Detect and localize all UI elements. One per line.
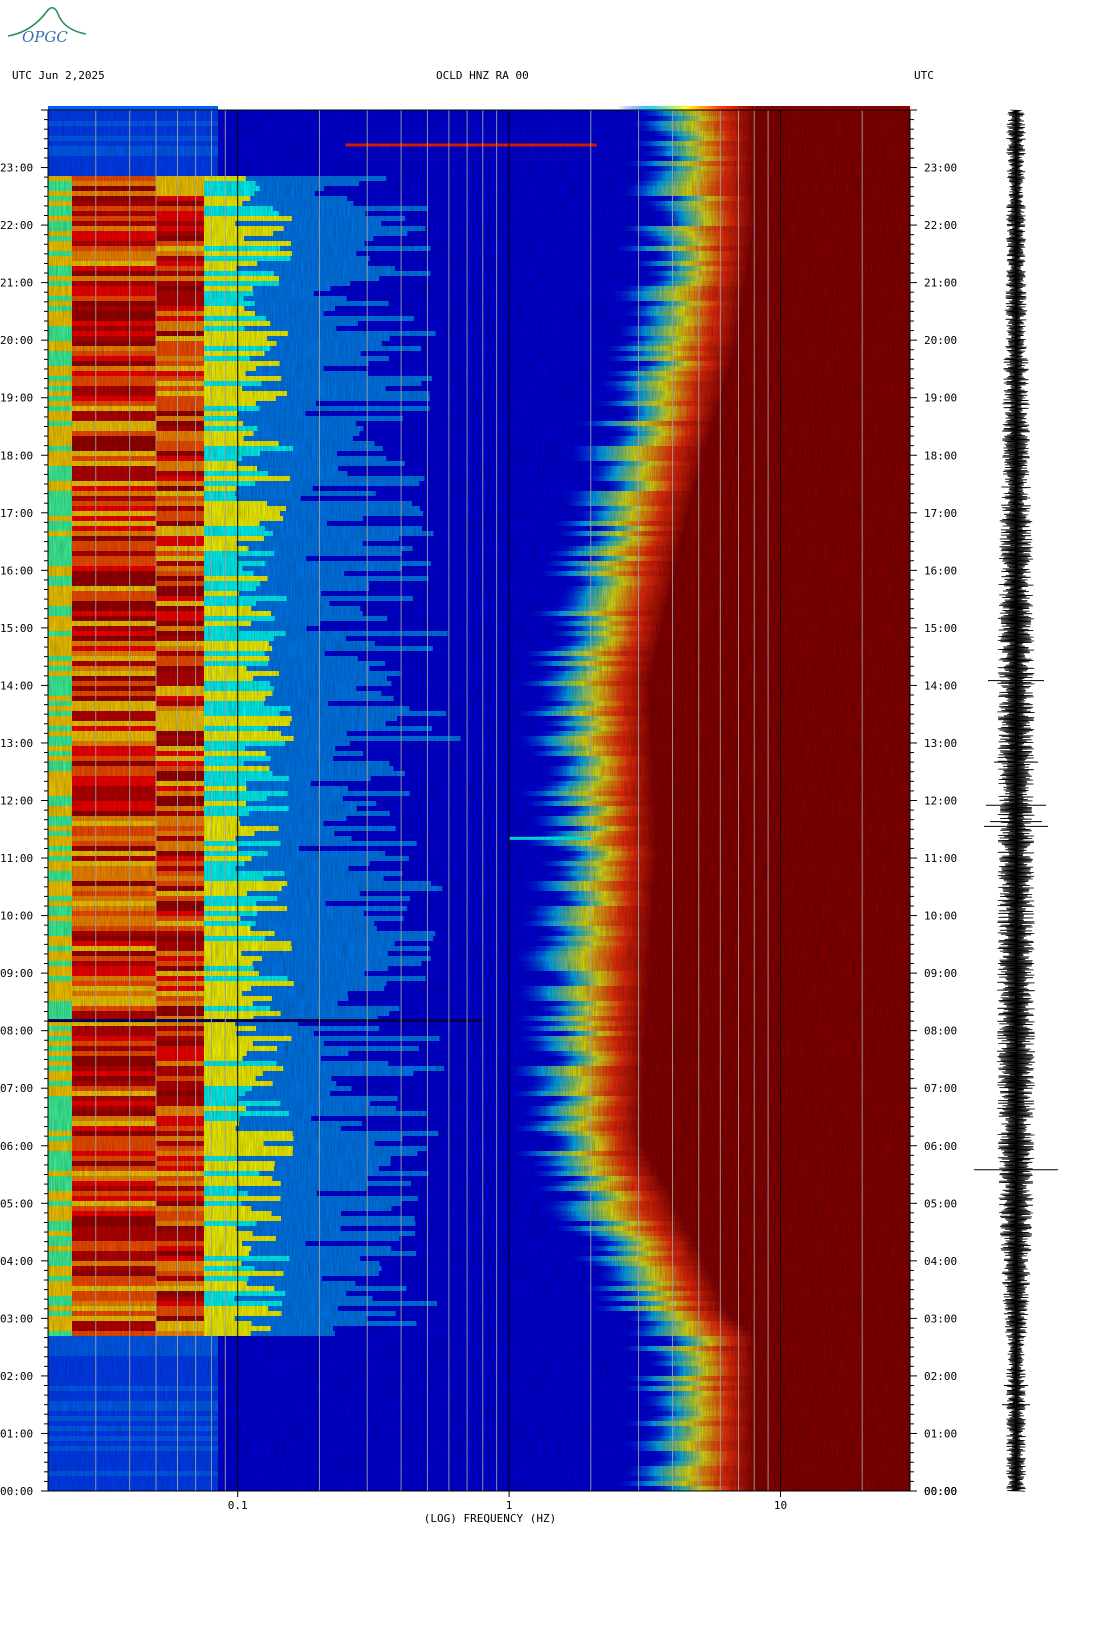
- y-tick-label: 18:00: [0, 449, 33, 462]
- header-right: UTC: [914, 69, 934, 82]
- y-tick-label: 21:00: [0, 277, 33, 290]
- y-tick-label: 11:00: [0, 852, 33, 865]
- y-tick-label: 22:00: [0, 219, 33, 232]
- y-tick-label: 15:00: [0, 622, 33, 635]
- svg-text:OPGC: OPGC: [22, 28, 68, 46]
- opgc-logo: OPGC: [7, 6, 87, 46]
- time-axis-left: 00:00 01:00 02:00 03:00 04:00 05:00 06:00 07:00…: [0, 109, 48, 1498]
- y-tick-label: 00:00: [924, 1485, 957, 1498]
- y-tick-label: 12:00: [924, 795, 957, 808]
- y-tick-label: 10:00: [924, 910, 957, 923]
- y-tick-label: 17:00: [0, 507, 33, 520]
- y-tick-label: 10:00: [0, 910, 33, 923]
- y-tick-label: 23:00: [924, 162, 957, 175]
- y-tick-label: 08:00: [0, 1025, 33, 1038]
- y-tick-label: 01:00: [0, 1427, 33, 1440]
- time-axis-right: 00:00 01:00 02:00 03:00 04:00 05:00 06:00 07:00…: [910, 109, 957, 1498]
- spectrogram-noise: [48, 110, 910, 1491]
- y-tick-label: 16:00: [924, 564, 957, 577]
- y-tick-label: 08:00: [924, 1025, 957, 1038]
- y-tick-label: 16:00: [0, 564, 33, 577]
- y-tick-label: 18:00: [924, 449, 957, 462]
- frequency-axis: 0.1 1 10: [228, 1491, 787, 1512]
- header-center: OCLD HNZ RA 00: [436, 69, 529, 82]
- y-tick-label: 12:00: [0, 795, 33, 808]
- y-tick-label: 13:00: [924, 737, 957, 750]
- y-tick-label: 19:00: [924, 392, 957, 405]
- y-tick-label: 23:00: [0, 162, 33, 175]
- y-tick-label: 04:00: [924, 1255, 957, 1268]
- x-tick-label: 0.1: [228, 1499, 248, 1512]
- y-tick-label: 14:00: [0, 679, 33, 692]
- y-tick-label: 21:00: [924, 277, 957, 290]
- header-left: UTC Jun 2,2025: [12, 69, 105, 82]
- y-tick-label: 09:00: [924, 967, 957, 980]
- y-tick-label: 13:00: [0, 737, 33, 750]
- y-tick-label: 07:00: [0, 1082, 33, 1095]
- x-tick-label: 1: [506, 1499, 513, 1512]
- x-axis-label: (LOG) FREQUENCY (HZ): [424, 1512, 556, 1525]
- y-tick-label: 01:00: [924, 1427, 957, 1440]
- y-tick-label: 03:00: [0, 1312, 33, 1325]
- spectrogram-row: [48, 106, 910, 111]
- y-tick-label: 07:00: [924, 1082, 957, 1095]
- y-tick-label: 00:00: [924, 1485, 957, 1498]
- seismogram-waveform: [974, 109, 1058, 1492]
- y-tick-label: 22:00: [924, 219, 957, 232]
- y-tick-label: 11:00: [924, 852, 957, 865]
- y-tick-label: 02:00: [0, 1370, 33, 1383]
- y-tick-label: 06:00: [924, 1140, 957, 1153]
- y-tick-label: 20:00: [924, 334, 957, 347]
- y-tick-label: 20:00: [0, 334, 33, 347]
- y-tick-label: 14:00: [924, 679, 957, 692]
- y-tick-label: 19:00: [0, 392, 33, 405]
- y-tick-label: 02:00: [924, 1370, 957, 1383]
- y-tick-label: 09:00: [0, 967, 33, 980]
- y-tick-label: 06:00: [0, 1140, 33, 1153]
- y-tick-label: 03:00: [924, 1312, 957, 1325]
- y-tick-label: 17:00: [924, 507, 957, 520]
- y-tick-label: 05:00: [0, 1197, 33, 1210]
- y-tick-label: 04:00: [0, 1255, 33, 1268]
- y-tick-label: 00:00: [0, 1485, 33, 1498]
- x-tick-label: 10: [774, 1499, 787, 1512]
- y-tick-label: 15:00: [924, 622, 957, 635]
- y-tick-label: 05:00: [924, 1197, 957, 1210]
